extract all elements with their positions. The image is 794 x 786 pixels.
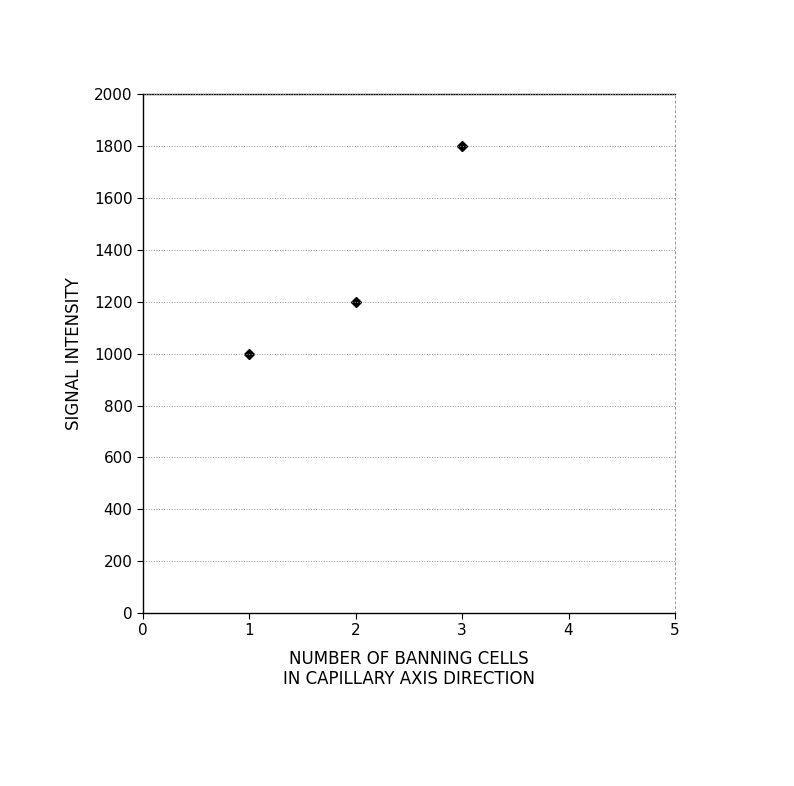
Y-axis label: SIGNAL INTENSITY: SIGNAL INTENSITY [65, 277, 83, 430]
X-axis label: NUMBER OF BANNING CELLS
IN CAPILLARY AXIS DIRECTION: NUMBER OF BANNING CELLS IN CAPILLARY AXI… [283, 649, 535, 689]
